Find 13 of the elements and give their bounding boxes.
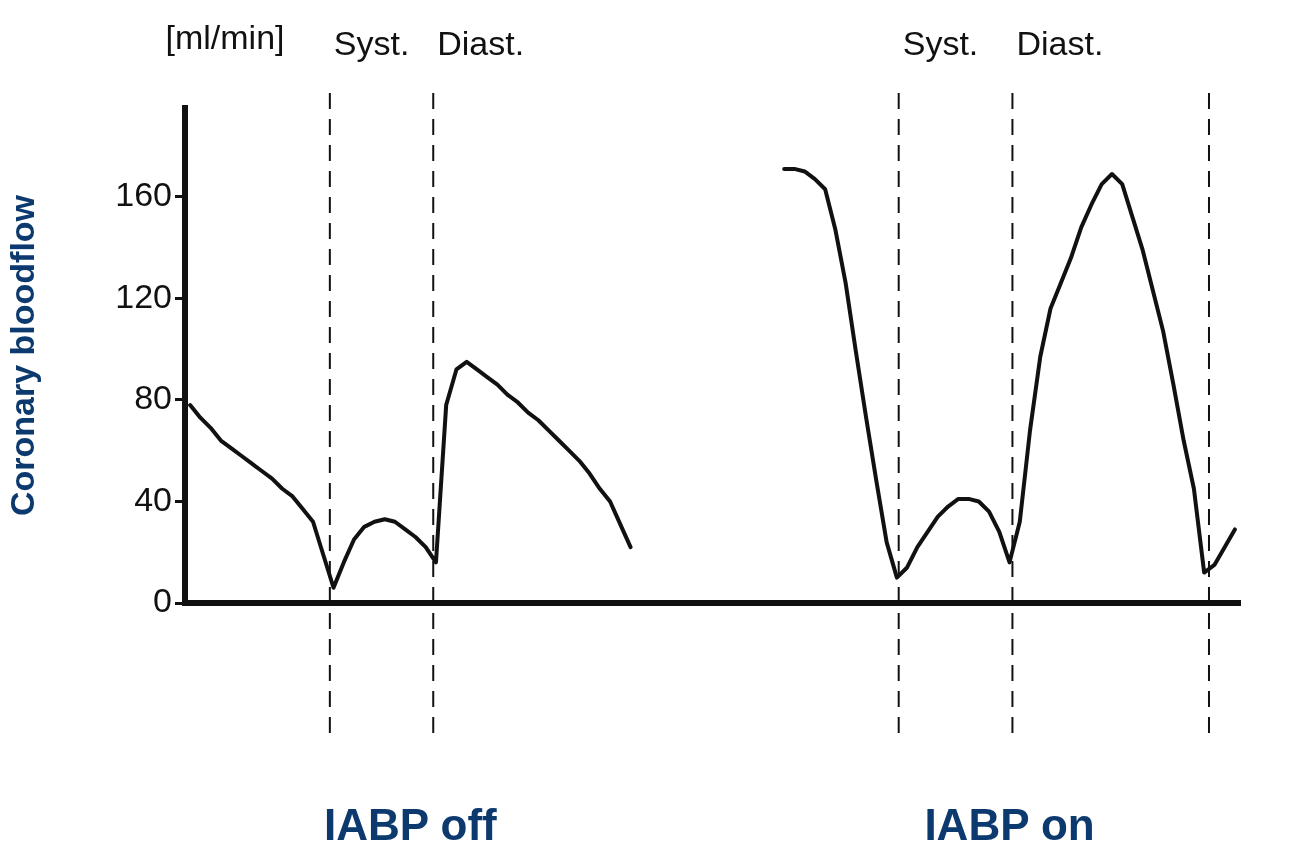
y-axis-title: Coronary bloodflow — [2, 194, 41, 517]
text: IABP off — [323, 800, 498, 849]
y-tick-label: 40 — [134, 479, 172, 518]
y-tick-label: 120 — [115, 276, 172, 315]
text: Diast. — [1016, 24, 1104, 63]
text: Syst. — [902, 24, 979, 63]
text: Diast. — [437, 24, 525, 63]
text: Syst. — [333, 24, 410, 63]
y-tick-label: 80 — [134, 378, 172, 417]
y-tick-label: 160 — [115, 175, 172, 214]
text: [ml/min] — [165, 18, 285, 57]
y-tick-label: 0 — [153, 581, 172, 620]
text: IABP on — [924, 800, 1095, 849]
